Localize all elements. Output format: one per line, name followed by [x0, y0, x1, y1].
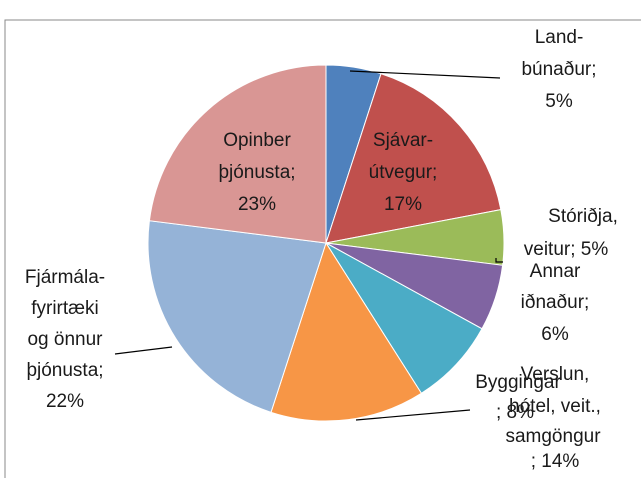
data-label: Byggingar — [475, 372, 561, 393]
data-label: 6% — [541, 324, 569, 345]
data-labels: Land-búnaður; 5% Sjávar-útvegur; 17% Stóriðj… — [25, 27, 618, 472]
leader-line — [114, 346, 173, 355]
data-label: Land- — [535, 27, 584, 48]
data-label: fyrirtæki — [31, 298, 99, 319]
data-label: ; 14% — [531, 451, 580, 472]
data-label: 17% — [384, 194, 422, 215]
data-label: Sjávar- — [373, 130, 433, 151]
data-label: samgöngur — [505, 426, 601, 447]
data-label: 22% — [46, 391, 84, 412]
data-label: útvegur; — [369, 162, 438, 183]
pie-slice — [148, 64, 327, 244]
pie-slice — [325, 73, 502, 244]
data-label: búnaður; — [521, 59, 596, 80]
data-label: iðnaður; — [521, 292, 590, 313]
pie-slice — [325, 242, 483, 394]
pie — [147, 64, 505, 422]
pie-slice — [270, 241, 423, 422]
data-label: Verslun, — [521, 364, 590, 385]
data-label: Stóriðja, — [548, 206, 618, 227]
data-label: 23% — [238, 194, 276, 215]
data-label: ; 8% — [496, 402, 534, 423]
data-label: veitur; 5% — [524, 239, 609, 260]
data-label: þjónusta; — [26, 360, 103, 381]
data-label: og önnur — [27, 329, 103, 350]
data-label: Opinber — [223, 130, 291, 151]
leader-line — [349, 70, 501, 79]
data-label: Fjármála- — [25, 267, 105, 288]
chart-frame — [4, 19, 641, 478]
pie-slice — [147, 220, 327, 413]
data-label: 5% — [545, 91, 573, 112]
data-label: þjónusta; — [218, 162, 295, 183]
leader-line — [495, 258, 503, 263]
data-label: Annar — [530, 261, 581, 282]
leader-line — [355, 409, 471, 421]
data-label: hótel, veit., — [509, 396, 601, 417]
